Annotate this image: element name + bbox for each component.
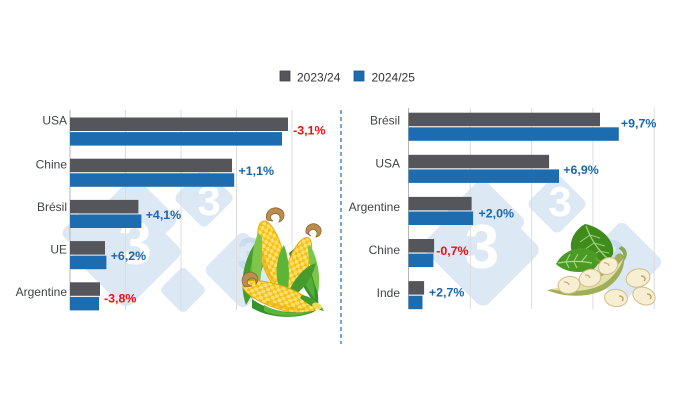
svg-text:USA: USA [42, 113, 67, 127]
svg-text:3: 3 [548, 178, 571, 225]
svg-text:USA: USA [375, 157, 400, 171]
svg-text:UE: UE [50, 243, 67, 257]
svg-text:Chine: Chine [36, 158, 68, 172]
svg-text:Argentine: Argentine [16, 285, 68, 299]
svg-text:3: 3 [197, 177, 220, 224]
svg-text:-3,8%: -3,8% [104, 291, 136, 305]
svg-text:+4,1%: +4,1% [146, 208, 181, 222]
svg-text:Chine: Chine [369, 243, 401, 257]
svg-text:-0,7%: -0,7% [436, 244, 468, 258]
svg-text:+1,1%: +1,1% [239, 164, 274, 178]
svg-text:Brésil: Brésil [370, 114, 400, 128]
svg-text:+6,2%: +6,2% [111, 249, 146, 263]
svg-text:2023/24: 2023/24 [297, 71, 341, 85]
svg-text:Brésil: Brésil [37, 200, 67, 214]
svg-text:+9,7%: +9,7% [621, 116, 656, 130]
svg-text:+6,9%: +6,9% [563, 163, 598, 177]
svg-text:-3,1%: -3,1% [293, 123, 325, 137]
svg-text:Inde: Inde [377, 286, 401, 300]
svg-text:+2,7%: +2,7% [429, 286, 464, 300]
svg-text:2024/25: 2024/25 [372, 71, 416, 85]
svg-text:Argentine: Argentine [349, 200, 401, 214]
svg-text:+2,0%: +2,0% [479, 207, 514, 221]
